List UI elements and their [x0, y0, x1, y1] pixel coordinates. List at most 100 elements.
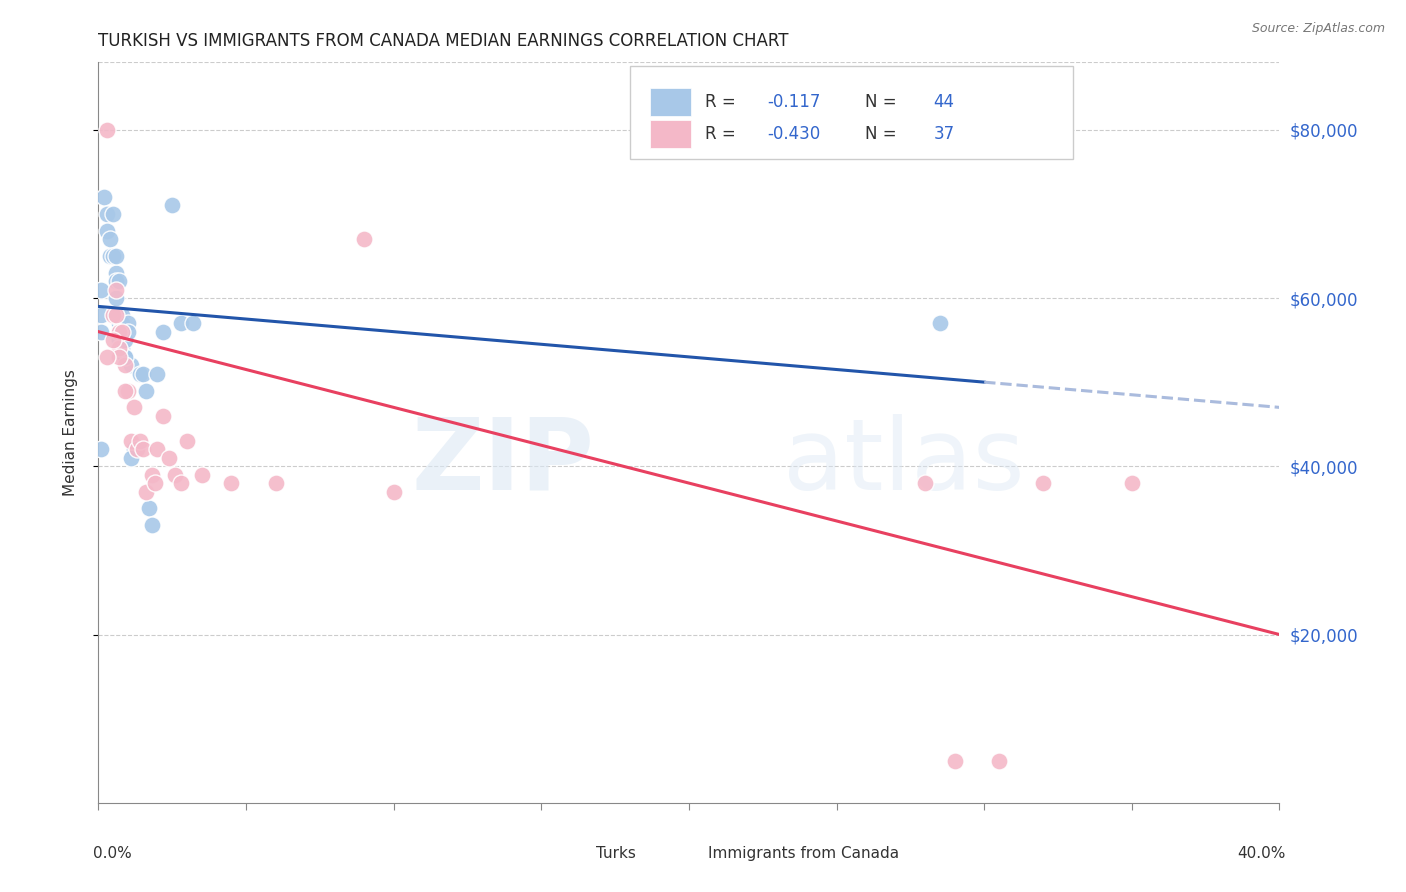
Point	[135, 384, 157, 398]
Point	[103, 333, 125, 347]
Text: TURKISH VS IMMIGRANTS FROM CANADA MEDIAN EARNINGS CORRELATION CHART: TURKISH VS IMMIGRANTS FROM CANADA MEDIAN…	[98, 32, 789, 50]
Point	[132, 442, 155, 457]
Point	[914, 476, 936, 491]
Point	[90, 442, 112, 457]
Point	[141, 518, 163, 533]
Point	[181, 316, 204, 330]
Point	[988, 754, 1011, 768]
Point	[264, 476, 287, 491]
FancyBboxPatch shape	[665, 845, 699, 862]
Point	[114, 384, 136, 398]
Point	[96, 122, 118, 136]
Point	[114, 359, 136, 373]
Point	[157, 450, 180, 465]
Text: N =: N =	[865, 93, 901, 112]
Point	[98, 249, 121, 263]
Point	[132, 367, 155, 381]
Point	[108, 316, 131, 330]
Text: Source: ZipAtlas.com: Source: ZipAtlas.com	[1251, 22, 1385, 36]
Point	[105, 274, 128, 288]
Point	[108, 333, 131, 347]
Text: Turks: Turks	[596, 846, 636, 861]
FancyBboxPatch shape	[553, 845, 586, 862]
Point	[152, 409, 174, 423]
Text: 37: 37	[934, 125, 955, 143]
Point	[90, 325, 112, 339]
Point	[114, 333, 136, 347]
Point	[105, 291, 128, 305]
Point	[96, 224, 118, 238]
Text: 0.0%: 0.0%	[93, 846, 131, 861]
Point	[108, 274, 131, 288]
Point	[120, 359, 142, 373]
FancyBboxPatch shape	[630, 66, 1073, 159]
Point	[122, 401, 145, 415]
Point	[120, 450, 142, 465]
Point	[98, 232, 121, 246]
Point	[114, 350, 136, 364]
Point	[221, 476, 243, 491]
Point	[111, 308, 134, 322]
Point	[108, 350, 131, 364]
Y-axis label: Median Earnings: Median Earnings	[63, 369, 77, 496]
Point	[90, 308, 112, 322]
Point	[1032, 476, 1054, 491]
Point	[170, 316, 193, 330]
Point	[176, 434, 198, 448]
Point	[103, 249, 125, 263]
Point	[96, 207, 118, 221]
Point	[117, 325, 139, 339]
Point	[93, 190, 115, 204]
Point	[143, 476, 166, 491]
Text: R =: R =	[706, 93, 741, 112]
Point	[191, 467, 214, 482]
Point	[105, 283, 128, 297]
Text: atlas: atlas	[783, 414, 1025, 511]
Point	[105, 266, 128, 280]
Point	[111, 325, 134, 339]
Point	[138, 501, 160, 516]
Text: -0.117: -0.117	[766, 93, 820, 112]
Point	[141, 467, 163, 482]
Point	[128, 367, 150, 381]
Text: Immigrants from Canada: Immigrants from Canada	[707, 846, 898, 861]
Point	[170, 476, 193, 491]
Point	[128, 434, 150, 448]
Point	[108, 325, 131, 339]
Point	[146, 442, 169, 457]
Text: -0.430: -0.430	[766, 125, 820, 143]
Text: R =: R =	[706, 125, 741, 143]
Point	[96, 350, 118, 364]
Point	[125, 442, 148, 457]
Point	[1121, 476, 1143, 491]
Point	[146, 367, 169, 381]
Text: 40.0%: 40.0%	[1237, 846, 1285, 861]
Point	[943, 754, 966, 768]
Point	[108, 342, 131, 356]
Point	[105, 308, 128, 322]
Point	[162, 198, 183, 212]
Point	[122, 442, 145, 457]
Point	[114, 350, 136, 364]
Point	[125, 442, 148, 457]
Point	[103, 207, 125, 221]
Point	[929, 316, 952, 330]
Point	[117, 316, 139, 330]
FancyBboxPatch shape	[650, 88, 692, 116]
Text: 44: 44	[934, 93, 955, 112]
Point	[165, 467, 187, 482]
Point	[353, 232, 375, 246]
Point	[111, 342, 134, 356]
Point	[108, 325, 131, 339]
Point	[382, 484, 405, 499]
Text: N =: N =	[865, 125, 901, 143]
Point	[120, 434, 142, 448]
Point	[117, 384, 139, 398]
Point	[90, 283, 112, 297]
Point	[111, 316, 134, 330]
Point	[108, 308, 131, 322]
Point	[152, 325, 174, 339]
Text: ZIP: ZIP	[412, 414, 595, 511]
FancyBboxPatch shape	[650, 120, 692, 148]
Point	[135, 484, 157, 499]
